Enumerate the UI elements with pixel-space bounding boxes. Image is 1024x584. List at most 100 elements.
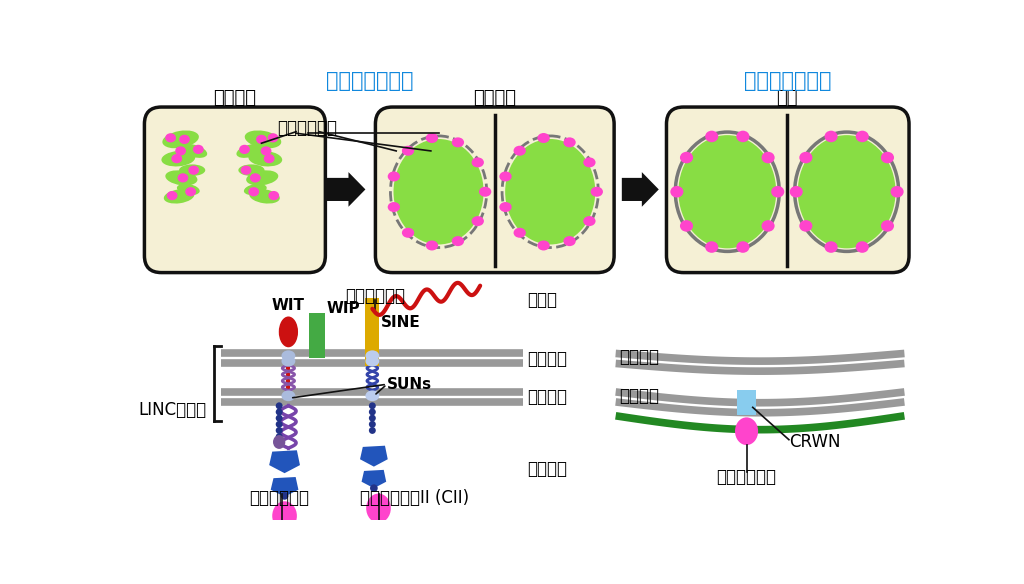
Ellipse shape [452, 236, 464, 246]
Ellipse shape [249, 189, 280, 204]
Ellipse shape [401, 146, 415, 156]
Text: SINE: SINE [381, 315, 421, 330]
Text: LINC複合体: LINC複合体 [139, 401, 207, 419]
Circle shape [275, 421, 283, 427]
Text: 間期: 間期 [776, 89, 798, 107]
Text: 核膜内膜: 核膜内膜 [527, 388, 567, 406]
Ellipse shape [824, 241, 838, 253]
Ellipse shape [367, 493, 391, 523]
Ellipse shape [891, 186, 903, 197]
Ellipse shape [167, 191, 177, 200]
Circle shape [281, 492, 289, 500]
Text: WIT: WIT [271, 298, 304, 313]
Ellipse shape [177, 184, 200, 195]
Polygon shape [270, 477, 298, 496]
Ellipse shape [165, 133, 176, 142]
Ellipse shape [393, 139, 483, 245]
Ellipse shape [249, 151, 283, 166]
Ellipse shape [244, 184, 266, 195]
Ellipse shape [388, 202, 400, 212]
Ellipse shape [762, 220, 775, 232]
Ellipse shape [261, 147, 271, 155]
Ellipse shape [185, 187, 196, 196]
Ellipse shape [239, 165, 264, 176]
Ellipse shape [538, 133, 550, 143]
Text: 細胞質: 細胞質 [527, 291, 557, 308]
Ellipse shape [881, 152, 894, 164]
Circle shape [275, 408, 283, 415]
Ellipse shape [680, 152, 693, 164]
Ellipse shape [175, 147, 186, 155]
Ellipse shape [736, 241, 750, 253]
Ellipse shape [800, 220, 812, 232]
Ellipse shape [472, 157, 484, 168]
Text: 分裂後期: 分裂後期 [213, 89, 256, 107]
Ellipse shape [179, 165, 205, 176]
Ellipse shape [179, 135, 189, 144]
Ellipse shape [163, 130, 199, 148]
Polygon shape [360, 446, 388, 467]
Text: 核膜内膜: 核膜内膜 [620, 387, 659, 405]
FancyBboxPatch shape [667, 107, 909, 273]
Ellipse shape [282, 390, 295, 401]
Ellipse shape [241, 165, 252, 175]
Ellipse shape [856, 131, 868, 142]
Ellipse shape [563, 236, 575, 246]
Circle shape [369, 415, 376, 422]
Text: セントロメア: セントロメア [717, 468, 776, 486]
Ellipse shape [706, 131, 718, 142]
Text: 核膜外膜: 核膜外膜 [620, 348, 659, 366]
Circle shape [369, 402, 376, 409]
Ellipse shape [237, 144, 263, 158]
Bar [366, 298, 379, 366]
Ellipse shape [505, 139, 595, 245]
Ellipse shape [388, 172, 400, 182]
Text: 分散化ステップ: 分散化ステップ [326, 71, 413, 91]
Ellipse shape [249, 187, 259, 196]
Ellipse shape [366, 390, 379, 401]
Ellipse shape [856, 241, 868, 253]
Ellipse shape [584, 157, 596, 168]
Text: コンデンシンII (CII): コンデンシンII (CII) [360, 489, 469, 507]
Text: WIP: WIP [326, 301, 359, 317]
Ellipse shape [706, 241, 718, 253]
Circle shape [369, 427, 376, 434]
Ellipse shape [479, 187, 492, 197]
Ellipse shape [671, 186, 683, 197]
Ellipse shape [680, 220, 693, 232]
Ellipse shape [563, 137, 575, 147]
Text: セントロメア: セントロメア [249, 489, 309, 507]
Ellipse shape [256, 135, 267, 144]
Bar [131, 284, 920, 520]
Ellipse shape [472, 216, 484, 226]
Ellipse shape [881, 220, 894, 232]
Ellipse shape [268, 191, 280, 200]
Ellipse shape [452, 137, 464, 147]
Ellipse shape [171, 154, 182, 164]
Ellipse shape [366, 356, 379, 367]
Ellipse shape [426, 133, 438, 143]
Circle shape [275, 433, 283, 440]
Ellipse shape [282, 356, 295, 367]
Ellipse shape [250, 173, 261, 182]
Text: セントロメア: セントロメア [278, 119, 338, 137]
FancyArrow shape [327, 172, 366, 207]
Ellipse shape [500, 172, 512, 182]
Ellipse shape [514, 228, 526, 238]
FancyBboxPatch shape [144, 107, 326, 273]
Ellipse shape [500, 202, 512, 212]
Text: CRWN: CRWN [788, 433, 841, 451]
Ellipse shape [401, 228, 415, 238]
Ellipse shape [366, 350, 379, 361]
Ellipse shape [584, 216, 596, 226]
Ellipse shape [514, 146, 526, 156]
Ellipse shape [735, 418, 758, 445]
Ellipse shape [165, 171, 198, 186]
Ellipse shape [790, 186, 803, 197]
Ellipse shape [591, 187, 603, 197]
Ellipse shape [279, 317, 298, 347]
Ellipse shape [188, 165, 199, 175]
Ellipse shape [264, 154, 274, 164]
Text: アクチン繊維: アクチン繊維 [345, 287, 406, 305]
Polygon shape [269, 450, 300, 473]
